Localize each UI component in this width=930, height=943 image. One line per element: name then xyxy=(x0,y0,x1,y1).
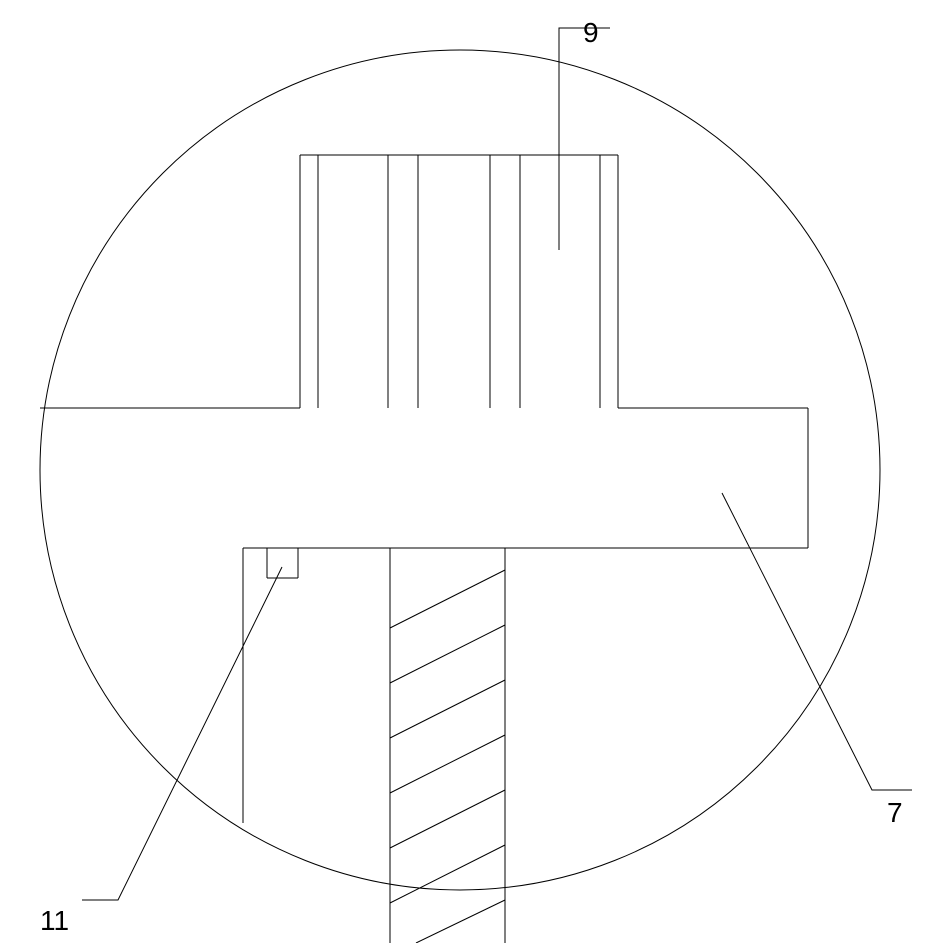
detail-circle xyxy=(40,50,880,890)
label-7: 7 xyxy=(887,797,903,828)
small-tab xyxy=(267,548,298,578)
horizontal-crossbar xyxy=(40,408,808,548)
diagram-container: 9 7 11 xyxy=(0,0,930,943)
leader-7 xyxy=(722,493,912,790)
leader-9 xyxy=(559,28,610,250)
leader-11 xyxy=(82,567,282,900)
threaded-column xyxy=(390,548,505,943)
top-block xyxy=(300,155,618,408)
label-11: 11 xyxy=(40,905,69,936)
technical-drawing-svg: 9 7 11 xyxy=(0,0,930,943)
label-9: 9 xyxy=(583,17,599,48)
